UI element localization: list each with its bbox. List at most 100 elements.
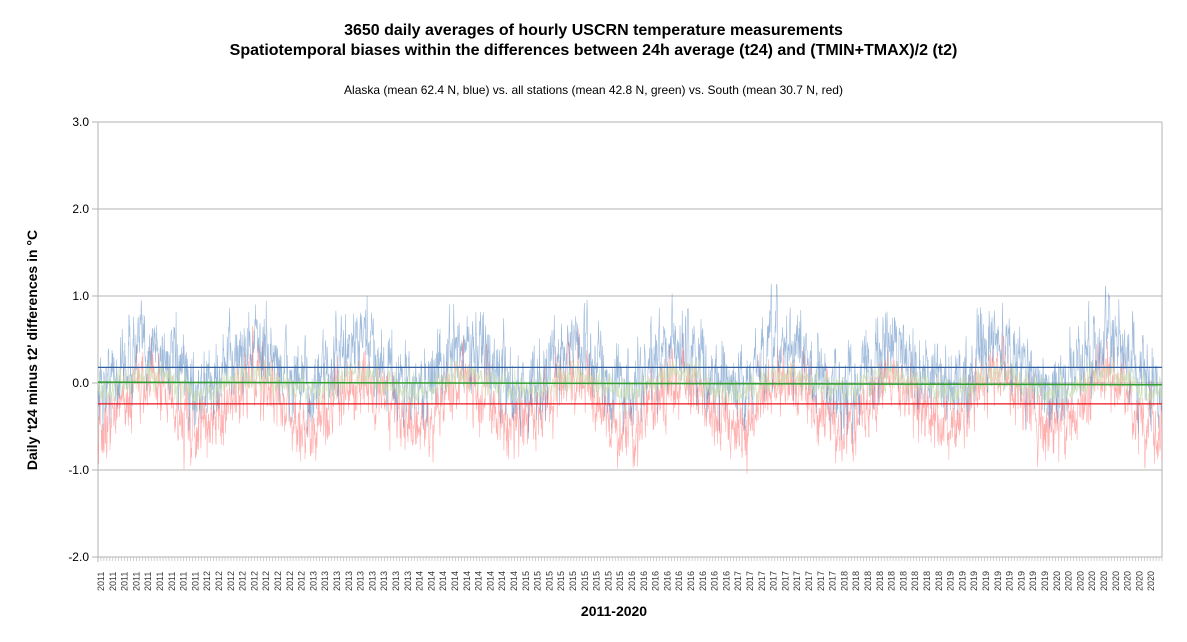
x-tick-label: 2017 bbox=[769, 571, 779, 591]
x-tick-label: 2011 bbox=[167, 572, 177, 591]
x-tick-label: 2018 bbox=[875, 571, 885, 591]
x-tick-label: 2018 bbox=[934, 571, 944, 591]
x-tick-label: 2019 bbox=[969, 571, 979, 591]
x-tick-label: 2012 bbox=[285, 571, 295, 591]
x-tick-label: 2020 bbox=[1134, 571, 1144, 591]
x-tick-label: 2013 bbox=[391, 571, 401, 591]
x-tick-label: 2018 bbox=[922, 571, 932, 591]
x-tick-label: 2018 bbox=[898, 571, 908, 591]
x-tick-label: 2016 bbox=[721, 571, 731, 591]
x-tick-label: 2014 bbox=[462, 571, 472, 591]
x-tick-label: 2020 bbox=[1111, 571, 1121, 591]
x-tick-label: 2015 bbox=[603, 571, 613, 591]
x-tick-label: 2017 bbox=[757, 571, 767, 591]
x-tick-label: 2015 bbox=[580, 571, 590, 591]
x-tick-label: 2014 bbox=[497, 571, 507, 591]
x-tick-label: 2011 bbox=[155, 572, 165, 591]
x-tick-label: 2013 bbox=[308, 571, 318, 591]
x-tick-label: 2020 bbox=[1087, 571, 1097, 591]
x-tick-label: 2019 bbox=[1005, 571, 1015, 591]
x-tick-label: 2019 bbox=[993, 571, 1003, 591]
x-tick-label: 2014 bbox=[450, 571, 460, 591]
y-tick-label: 2.0 bbox=[72, 202, 89, 216]
x-tick-label: 2015 bbox=[544, 571, 554, 591]
x-tick-label: 2016 bbox=[674, 571, 684, 591]
x-tick-label: 2011 bbox=[143, 572, 153, 591]
y-tick-label: -1.0 bbox=[68, 463, 89, 477]
x-tick-label: 2015 bbox=[556, 571, 566, 591]
x-tick-label: 2019 bbox=[1040, 571, 1050, 591]
series-alaska-line bbox=[97, 283, 1163, 444]
x-tick-label: 2015 bbox=[568, 571, 578, 591]
x-tick-label: 2017 bbox=[780, 571, 790, 591]
x-tick-label: 2014 bbox=[485, 571, 495, 591]
x-axis-label: 2011-2020 bbox=[580, 603, 648, 619]
chart-title-line2: Spatiotemporal biases within the differe… bbox=[229, 42, 958, 59]
x-tick-label: 2016 bbox=[710, 571, 720, 591]
x-tick-label: 2013 bbox=[344, 571, 354, 591]
x-tick-label: 2020 bbox=[1146, 571, 1156, 591]
x-tick-label: 2011 bbox=[131, 572, 141, 591]
x-tick-label: 2013 bbox=[320, 571, 330, 591]
x-tick-label: 2017 bbox=[804, 571, 814, 591]
x-tick-label: 2016 bbox=[686, 571, 696, 591]
x-tick-label: 2017 bbox=[792, 571, 802, 591]
chart-title: 3650 daily averages of hourly USCRN temp… bbox=[344, 22, 843, 39]
x-tick-label: 2012 bbox=[238, 571, 248, 591]
x-tick-label: 2012 bbox=[202, 571, 212, 591]
x-tick-label: 2019 bbox=[981, 571, 991, 591]
x-tick-label: 2013 bbox=[379, 571, 389, 591]
x-tick-label: 2015 bbox=[521, 571, 531, 591]
x-tick-label: 2013 bbox=[403, 571, 413, 591]
chart-subtitle: Alaska (mean 62.4 N, blue) vs. all stati… bbox=[344, 83, 843, 97]
x-tick-label: 2019 bbox=[1028, 571, 1038, 591]
y-tick-label: 0.0 bbox=[72, 376, 89, 390]
x-tick-label: 2017 bbox=[733, 571, 743, 591]
x-tick-label: 2014 bbox=[426, 571, 436, 591]
x-tick-label: 2013 bbox=[356, 571, 366, 591]
x-tick-label: 2013 bbox=[332, 571, 342, 591]
x-tick-label: 2020 bbox=[1052, 571, 1062, 591]
x-tick-label: 2012 bbox=[249, 571, 259, 591]
x-tick-label: 2016 bbox=[627, 571, 637, 591]
x-tick-label: 2011 bbox=[108, 572, 118, 591]
x-tick-label: 2018 bbox=[839, 571, 849, 591]
x-tick-label: 2012 bbox=[273, 571, 283, 591]
x-tick-label: 2016 bbox=[639, 571, 649, 591]
x-tick-label: 2017 bbox=[816, 571, 826, 591]
y-tick-label: 3.0 bbox=[72, 115, 89, 129]
x-tick-label: 2014 bbox=[474, 571, 484, 591]
x-tick-label: 2016 bbox=[651, 571, 661, 591]
x-tick-label: 2015 bbox=[533, 571, 543, 591]
x-tick-label: 2018 bbox=[887, 571, 897, 591]
x-tick-label: 2011 bbox=[179, 572, 189, 591]
x-tick-label: 2018 bbox=[863, 571, 873, 591]
x-tick-label: 2012 bbox=[297, 571, 307, 591]
x-tick-label: 2012 bbox=[226, 571, 236, 591]
x-tick-label: 2020 bbox=[1075, 571, 1085, 591]
y-tick-label: -2.0 bbox=[68, 550, 89, 564]
y-tick-label: 1.0 bbox=[72, 289, 89, 303]
x-tick-label: 2019 bbox=[1016, 571, 1026, 591]
x-tick-label: 2019 bbox=[946, 571, 956, 591]
series-south-line bbox=[97, 326, 1163, 475]
x-tick-label: 2017 bbox=[745, 571, 755, 591]
x-tick-label: 2019 bbox=[957, 571, 967, 591]
x-tick-label: 2013 bbox=[367, 571, 377, 591]
x-tick-label: 2015 bbox=[615, 571, 625, 591]
x-tick-label: 2018 bbox=[910, 571, 920, 591]
x-tick-label: 2016 bbox=[698, 571, 708, 591]
x-tick-label: 2015 bbox=[592, 571, 602, 591]
x-tick-label: 2012 bbox=[214, 571, 224, 591]
x-tick-label: 2016 bbox=[662, 571, 672, 591]
all-stations-mean-line bbox=[97, 381, 1163, 386]
x-tick-label: 2020 bbox=[1123, 571, 1133, 591]
x-tick-label: 2020 bbox=[1099, 571, 1109, 591]
x-tick-label: 2014 bbox=[438, 571, 448, 591]
x-tick-label: 2012 bbox=[261, 571, 271, 591]
x-tick-label: 2011 bbox=[96, 572, 106, 591]
x-tick-label: 2018 bbox=[851, 571, 861, 591]
x-tick-label: 2020 bbox=[1064, 571, 1074, 591]
x-tick-label: 2011 bbox=[190, 572, 200, 591]
